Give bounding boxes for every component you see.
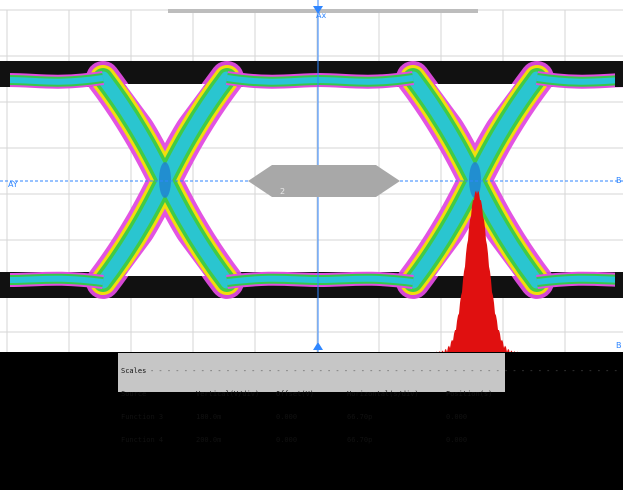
row-position: 0.000 — [446, 412, 468, 421]
row-horizontal: 66.70p — [347, 435, 373, 444]
eye-upper-rail — [0, 61, 10, 87]
header-offset: Offset(V) — [276, 389, 314, 398]
header-horizontal: Horizontal(s/div) — [347, 389, 419, 398]
eye-lower-rail — [615, 272, 623, 298]
eye-opening-top — [435, 84, 515, 138]
row-source: Function 3 — [121, 412, 164, 421]
scales-title-row: Scales - - - - - - - - - - - - - - - - -… — [118, 367, 623, 376]
cursor-ax-label[interactable]: Ax — [316, 11, 327, 20]
cursor-b-bottom-label[interactable]: B — [616, 341, 622, 350]
eye-edge-trace — [318, 75, 414, 85]
header-vertical: Vertical(V/div) — [196, 389, 260, 398]
row-source: Function 4 — [121, 435, 164, 444]
row-offset: 0.000 — [276, 435, 298, 444]
cursor-ay-label[interactable]: AY — [8, 180, 18, 189]
waveform-marker[interactable] — [248, 165, 400, 197]
eye-crossing-core — [469, 162, 481, 198]
eye-edge-trace — [226, 75, 322, 85]
row-position: 0.000 — [446, 435, 468, 444]
eye-opening-top — [125, 84, 205, 138]
jitter-histogram — [435, 190, 519, 352]
header-position: Position(s) — [446, 389, 493, 398]
eye-edge-trace — [8, 275, 104, 285]
scales-table: Scales - - - - - - - - - - - - - - - - -… — [118, 353, 623, 443]
table-row[interactable]: Function 4 200.0m 0.000 66.70p 0.000 — [118, 435, 505, 445]
eye-opening-bottom — [125, 222, 205, 276]
eye-edge-trace — [318, 275, 414, 285]
eye-upper-rail — [615, 61, 623, 87]
cursor-b-right-label[interactable]: B — [616, 176, 622, 185]
eye-edge-trace — [8, 75, 104, 85]
row-vertical: 200.0m — [196, 435, 222, 444]
horizontal-scrollbar[interactable] — [168, 9, 478, 13]
eye-edge-trace — [226, 275, 322, 285]
scales-title: Scales — [121, 367, 147, 376]
scales-header-row: Source Vertical(V/div) Offset(V) Horizon… — [118, 389, 505, 399]
eye-lower-rail — [0, 272, 10, 298]
header-source: Source — [121, 389, 147, 398]
scales-title-rule: - - - - - - - - - - - - - - - - - - - - … — [150, 367, 623, 376]
eye-crossing-core — [159, 162, 171, 198]
row-vertical: 180.0m — [196, 412, 222, 421]
table-row[interactable]: Function 3 180.0m 0.000 66.70p 0.000 — [118, 412, 505, 422]
eye-edge-trace — [536, 275, 623, 285]
cursor-ax-marker[interactable] — [313, 342, 323, 350]
row-offset: 0.000 — [276, 412, 298, 421]
cursor-ax-marker[interactable] — [313, 6, 323, 14]
oscilloscope-screen: Ax AY B B 2 Scales - - - - - - - - - - -… — [0, 0, 623, 443]
row-horizontal: 66.70p — [347, 412, 373, 421]
marker-label[interactable]: 2 — [280, 187, 286, 196]
eye-diagram-display — [0, 0, 623, 352]
